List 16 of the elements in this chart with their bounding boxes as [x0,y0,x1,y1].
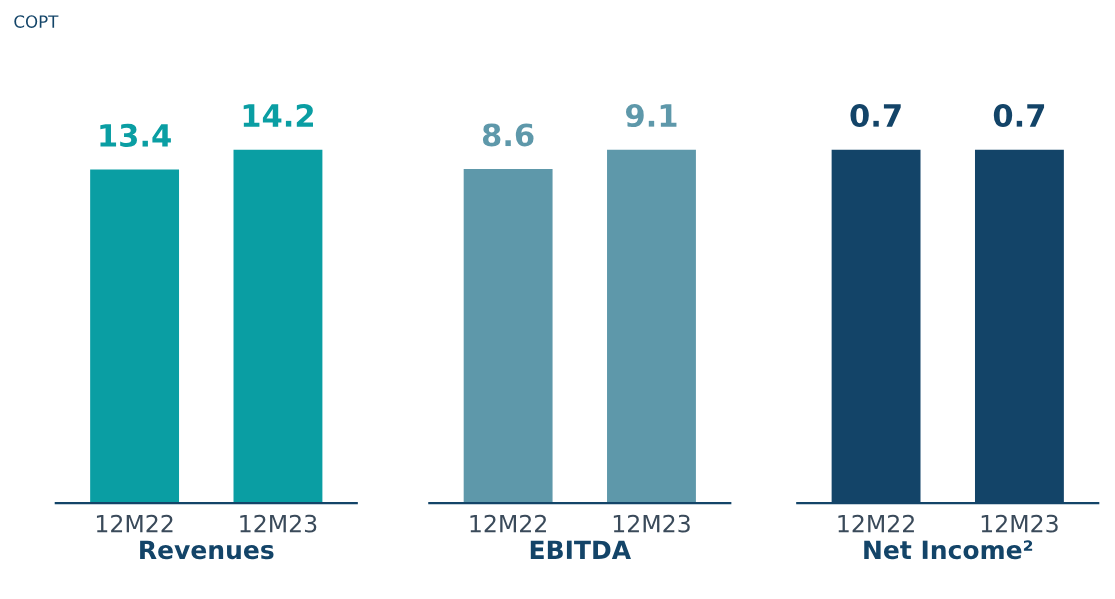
x-tick-label: 12M23 [981,514,1058,533]
data-label: 8.6 [482,123,534,147]
x-tick-label: 12M23 [240,514,317,533]
data-label: 13.4 [100,123,171,147]
data-label: 0.7 [993,103,1045,128]
data-label: 14.2 [243,103,313,127]
x-axis-title: Net Income² [864,540,1033,560]
x-axis-title: Revenues [140,540,274,560]
x-tick-label: 12M23 [613,514,690,533]
x-tick-label: 12M22 [838,514,914,533]
data-label: 9.1 [626,103,677,128]
data-label: 0.7 [850,103,901,128]
x-tick-label: 12M22 [96,514,173,533]
y-axis-title: COPT [14,15,59,28]
x-axis-title: EBITDA [530,540,631,559]
x-tick-label: 12M22 [470,514,546,533]
